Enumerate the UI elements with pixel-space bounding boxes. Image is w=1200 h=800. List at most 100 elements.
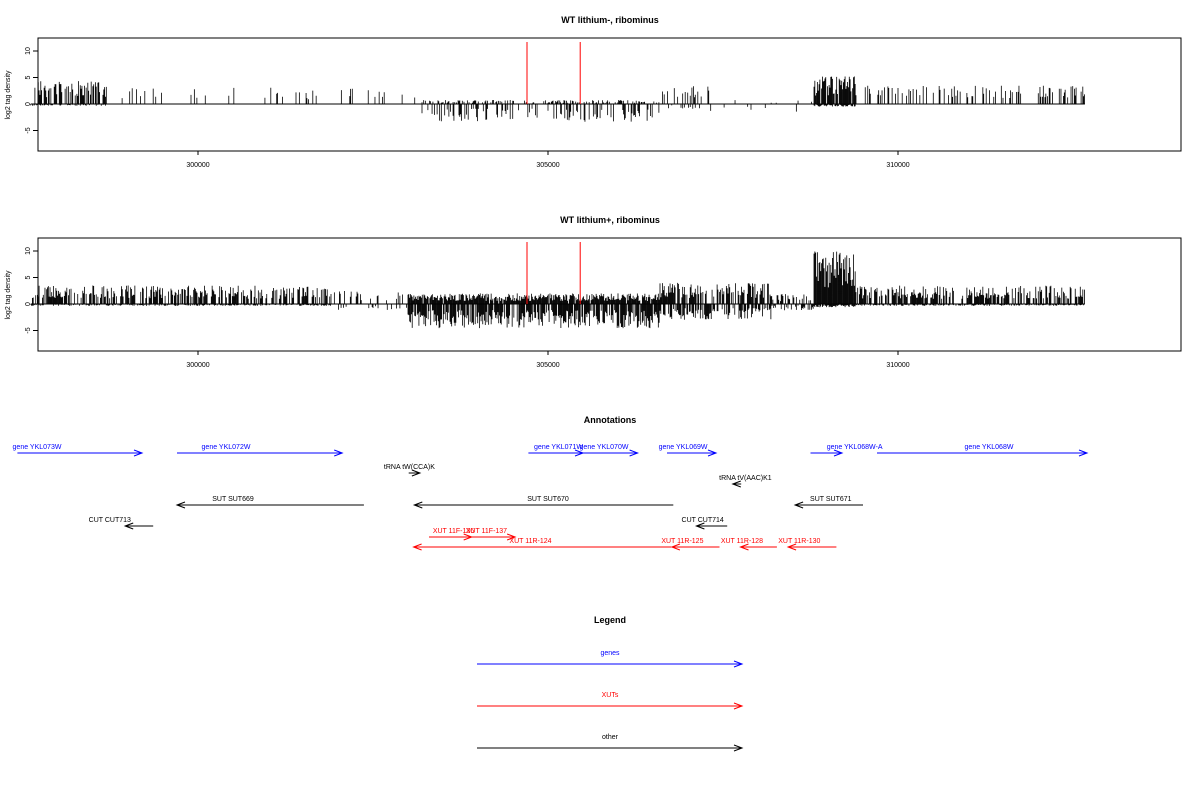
legend-items: genes XUTs other: [477, 650, 744, 752]
feature-label: XUT 11R-128: [721, 538, 763, 545]
density-track-lithium-plus: WT lithium+, ribominus log2 tag density …: [5, 215, 1182, 369]
y-tick-label: 5: [25, 275, 32, 279]
feature-xuts: XUT 11R-125: [661, 538, 720, 551]
feature-label: gene YKL068W: [965, 444, 1014, 451]
y-tick-label: 0: [25, 102, 32, 106]
feature-other: tRNA tV(AAC)K1: [719, 475, 772, 488]
feature-label: gene YKL073W: [13, 444, 62, 451]
x-tick-label: 310000: [886, 162, 909, 169]
y-tick-label: -5: [25, 327, 32, 333]
arrowhead: [629, 449, 640, 457]
feature-genes: gene YKL068W-A: [810, 444, 883, 457]
legend-label: XUTs: [602, 692, 619, 699]
feature-xuts: XUT 11R-124: [412, 538, 672, 551]
feature-label: tRNA tW(CCA)K: [384, 464, 435, 471]
arrowhead: [833, 449, 844, 457]
arrowhead: [793, 501, 804, 509]
arrowhead: [334, 449, 344, 457]
arrowhead: [1078, 449, 1089, 457]
arrowhead: [175, 501, 186, 509]
feature-genes: gene YKL070W: [580, 444, 640, 457]
density-spikes: [30, 76, 1085, 122]
arrowhead: [731, 480, 741, 488]
density-bars: [30, 76, 1085, 122]
feature-label: SUT SUT669: [212, 496, 254, 503]
feature-genes: gene YKL068W: [877, 444, 1089, 457]
density-spikes: [30, 251, 1085, 329]
annotations-title: Annotations: [584, 415, 637, 425]
arrowhead: [733, 744, 744, 752]
y-axis-label: log2 tag density: [5, 70, 12, 120]
feature-label: gene YKL070W: [580, 444, 629, 451]
legend-label: genes: [600, 650, 620, 657]
position-markers: [526, 241, 581, 304]
feature-label: gene YKL072W: [202, 444, 251, 451]
track-title: WT lithium-, ribominus: [561, 15, 659, 25]
feature-other: SUT SUT671: [793, 496, 863, 509]
feature-other: CUT CUT714: [682, 517, 728, 530]
arrowhead: [133, 449, 144, 457]
x-axis: 300000 305000 310000: [186, 351, 910, 369]
legend-item-genes: genes: [477, 650, 744, 668]
feature-label: tRNA tV(AAC)K1: [719, 475, 772, 482]
feature-list: gene YKL073W gene YKL072W gene YKL071Wgene…: [13, 444, 1089, 551]
x-axis: 300000 305000 310000: [186, 151, 910, 169]
plot-frame: [37, 37, 1182, 152]
arrowhead: [412, 543, 422, 551]
legend-item-other: other: [477, 734, 744, 752]
feature-label: XUT 11R-124: [509, 538, 551, 545]
feature-genes: gene YKL071W: [528, 444, 585, 457]
feature-label: SUT SUT670: [527, 496, 569, 503]
x-tick-label: 300000: [186, 162, 209, 169]
feature-label: XUT 11F-136: [433, 528, 474, 535]
x-tick-label: 310000: [886, 362, 909, 369]
plot-frame: [37, 237, 1182, 352]
feature-xuts: XUT 11F-137: [466, 528, 517, 541]
feature-other: CUT CUT713: [89, 517, 154, 530]
annotations-track: Annotations gene YKL073W gene YKL072W gene…: [13, 415, 1089, 551]
feature-other: SUT SUT669: [175, 496, 364, 509]
feature-genes: gene YKL073W: [13, 444, 144, 457]
arrowhead: [733, 702, 744, 710]
position-markers: [526, 41, 581, 104]
legend: Legend genes XUTs other: [477, 615, 744, 752]
feature-xuts: XUT 11R-130: [778, 538, 837, 551]
arrowhead: [123, 522, 134, 530]
feature-label: CUT CUT714: [682, 517, 724, 524]
legend-label: other: [602, 734, 619, 741]
arrowhead: [670, 543, 681, 551]
y-axis: -5 0 5 10: [25, 247, 39, 334]
y-axis: -5 0 5 10: [25, 47, 39, 134]
feature-other: tRNA tW(CCA)K: [384, 464, 435, 477]
density-track-lithium-minus: WT lithium-, ribominus log2 tag density …: [5, 15, 1182, 169]
y-tick-label: 0: [25, 302, 32, 306]
feature-label: SUT SUT671: [810, 496, 852, 503]
feature-label: CUT CUT713: [89, 517, 131, 524]
feature-label: XUT 11F-137: [466, 528, 507, 535]
feature-label: XUT 11R-130: [778, 538, 820, 545]
legend-title: Legend: [594, 615, 626, 625]
feature-genes: gene YKL072W: [177, 444, 344, 457]
feature-other: SUT SUT670: [412, 496, 674, 509]
legend-item-xuts: XUTs: [477, 692, 744, 710]
arrowhead: [411, 469, 422, 477]
feature-xuts: XUT 11R-128: [721, 538, 777, 551]
y-tick-label: 5: [25, 75, 32, 79]
arrowhead: [707, 449, 718, 457]
y-tick-label: 10: [25, 47, 32, 55]
feature-label: XUT 11R-125: [661, 538, 703, 545]
arrowhead: [694, 522, 705, 530]
density-bars: [30, 251, 1085, 329]
feature-genes: gene YKL069W: [659, 444, 718, 457]
y-axis-label: log2 tag density: [5, 270, 12, 320]
feature-label: gene YKL069W: [659, 444, 708, 451]
feature-label: gene YKL068W-A: [827, 444, 883, 451]
arrowhead: [412, 501, 423, 509]
arrowhead: [733, 660, 744, 668]
y-tick-label: -5: [25, 127, 32, 133]
y-tick-label: 10: [25, 247, 32, 255]
arrowhead: [739, 543, 749, 551]
x-tick-label: 300000: [186, 362, 209, 369]
arrowhead: [786, 543, 797, 551]
